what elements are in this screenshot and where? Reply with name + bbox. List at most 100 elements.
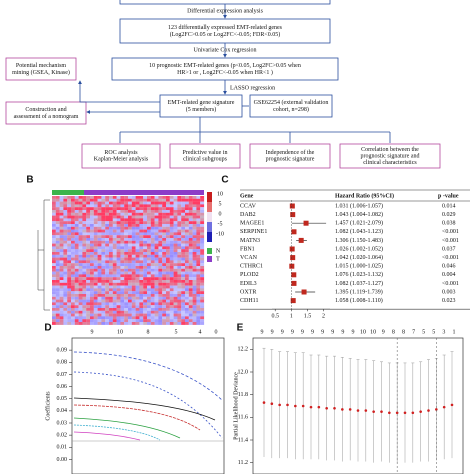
heat-cell: [169, 322, 174, 325]
heat-cell: [177, 322, 182, 325]
heat-cell: [162, 271, 167, 275]
heat-cell: [135, 294, 140, 297]
heat-cell: [154, 282, 159, 286]
heat-cell: [150, 299, 155, 303]
y-tick-label: 0.06: [57, 384, 68, 390]
heat-cell: [71, 319, 75, 323]
heat-cell: [154, 246, 159, 250]
heat-cell: [93, 263, 98, 267]
heat-cell: [67, 232, 72, 236]
heat-cell: [71, 201, 75, 205]
heat-cell: [135, 268, 140, 272]
heat-cell: [116, 266, 121, 269]
heat-cell: [52, 235, 56, 239]
heat-cell: [71, 232, 75, 236]
heat-cell: [162, 215, 167, 219]
heat-cell: [169, 302, 174, 306]
heat-cell: [90, 210, 94, 213]
heat-cell: [196, 316, 201, 320]
heat-cell: [147, 285, 151, 289]
heat-cell: [93, 232, 98, 236]
heat-cell: [166, 224, 170, 227]
heat-cell: [109, 310, 113, 314]
heat-cell: [116, 310, 121, 314]
deviance-point: [364, 409, 368, 412]
deviance-point: [372, 410, 375, 413]
heat-cell: [192, 210, 197, 213]
heat-cell: [128, 201, 132, 205]
heat-cell: [150, 316, 155, 320]
heat-cell: [112, 266, 117, 269]
heat-cell: [188, 310, 193, 314]
hr-point: [289, 263, 295, 269]
heat-cell: [105, 235, 110, 239]
heat-cell: [131, 204, 136, 208]
heat-cell: [162, 232, 167, 236]
heat-cell: [158, 280, 163, 283]
heat-cell: [196, 296, 201, 300]
heat-cell: [116, 268, 121, 272]
heat-cell: [150, 249, 155, 253]
heat-cell: [150, 305, 155, 309]
heat-cell: [86, 260, 91, 264]
heat-cell: [120, 280, 125, 283]
heat-cell: [128, 322, 132, 325]
heat-cell: [55, 305, 60, 309]
heat-cell: [52, 299, 56, 303]
heat-cell: [120, 319, 125, 323]
heat-cell: [135, 322, 140, 325]
heat-cell: [93, 277, 98, 281]
heat-cell: [67, 212, 72, 216]
heat-cell: [82, 266, 87, 269]
heat-cell: [101, 285, 106, 289]
heat-cell: [52, 249, 56, 253]
heat-cell: [173, 294, 178, 297]
heat-cell: [185, 296, 189, 300]
heat-cell: [188, 277, 193, 281]
heat-cell: [93, 243, 98, 247]
heat-cell: [116, 285, 121, 289]
heat-cell: [93, 308, 98, 311]
heat-cell: [166, 280, 170, 283]
gene-name: OXTR: [240, 289, 256, 295]
heat-cell: [116, 305, 121, 309]
heat-cell: [52, 263, 56, 267]
heat-cell: [55, 263, 60, 267]
heat-cell: [52, 212, 56, 216]
heat-cell: [185, 294, 189, 297]
heat-cell: [128, 246, 132, 250]
heat-cell: [147, 271, 151, 275]
heat-cell: [154, 252, 159, 255]
heat-cell: [200, 288, 205, 292]
heat-cell: [192, 243, 197, 247]
hazard-ratio: 1.058 (1.008-1.110): [335, 297, 383, 304]
heat-cell: [78, 229, 83, 233]
heat-cell: [166, 294, 170, 297]
heat-cell: [71, 316, 75, 320]
heat-cell: [192, 310, 197, 314]
box-text: prognostic signature and: [361, 153, 420, 159]
heat-cell: [154, 232, 159, 236]
heat-cell: [90, 204, 94, 208]
heat-cell: [147, 263, 151, 267]
heat-cell: [169, 288, 174, 292]
heat-cell: [71, 238, 75, 241]
heat-cell: [185, 260, 189, 264]
heat-cell: [86, 308, 91, 311]
heat-cell: [86, 246, 91, 250]
heat-cell: [173, 288, 178, 292]
legend-label: -5: [218, 221, 223, 227]
heat-cell: [97, 240, 102, 244]
heat-cell: [181, 322, 186, 325]
deviance-point: [380, 410, 383, 413]
heat-cell: [116, 263, 121, 267]
heat-cell: [52, 310, 56, 314]
heat-cell: [97, 268, 102, 272]
top-tick-label: 9: [341, 329, 344, 335]
heat-cell: [78, 257, 83, 261]
heat-cell: [169, 212, 174, 216]
heat-cell: [52, 305, 56, 309]
heat-cell: [139, 232, 144, 236]
heat-cell: [143, 288, 148, 292]
heat-cell: [192, 274, 197, 278]
